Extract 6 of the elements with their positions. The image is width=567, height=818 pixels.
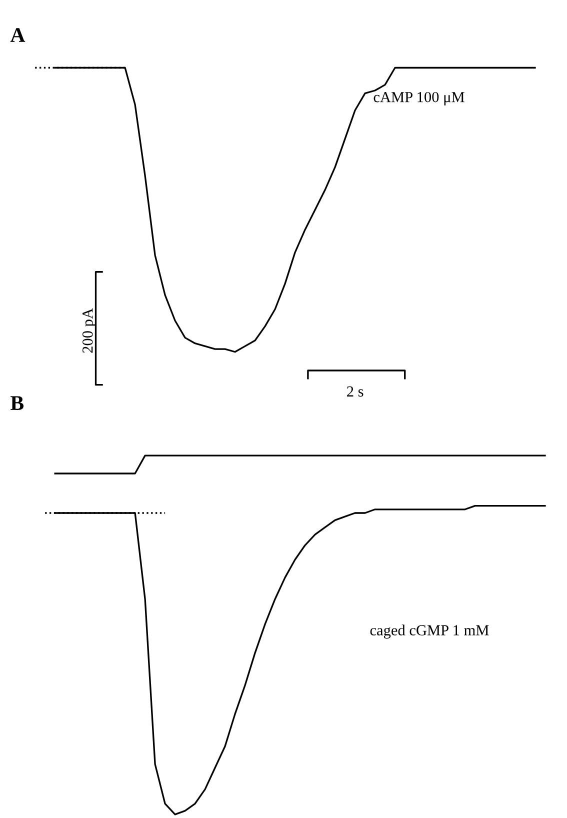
chart-title: A [10,28,26,42]
text: 2 s [347,386,364,397]
annotation: 200 pA [82,308,96,353]
annotation: cAMP 100 μM [374,92,464,106]
annotation: caged cGMP 1 mM [370,624,489,639]
chart-title: B [10,396,24,410]
